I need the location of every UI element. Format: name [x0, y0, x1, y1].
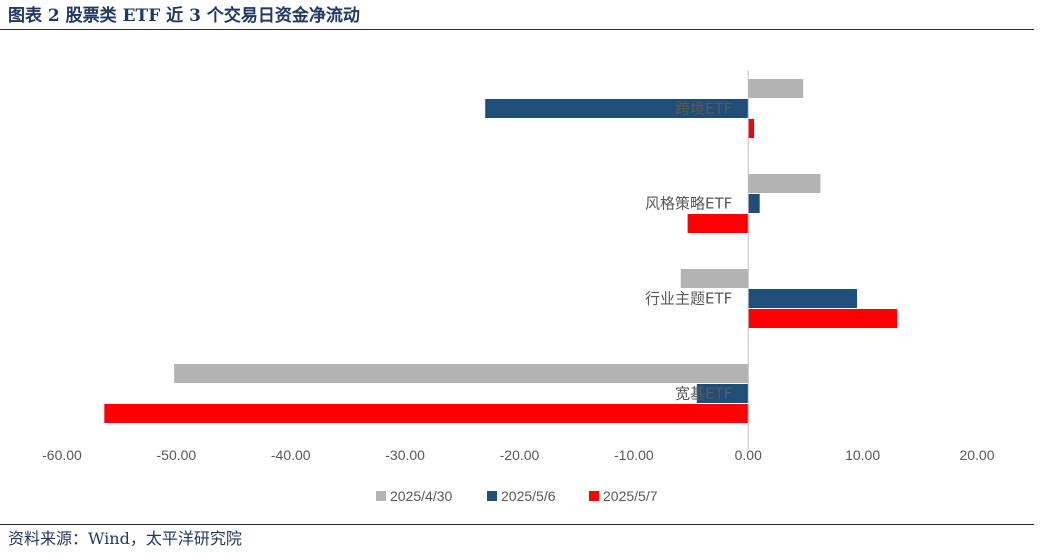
bar-4-3 — [104, 404, 749, 423]
bars-group — [104, 79, 897, 423]
category-label-4: 宽基ETF — [675, 385, 732, 403]
bar-2-1 — [748, 174, 821, 193]
x-tick-label: -60.00 — [42, 447, 82, 463]
x-tick-label: -30.00 — [385, 447, 425, 463]
legend-swatch-3 — [589, 491, 599, 501]
bar-1-3 — [748, 119, 754, 138]
bar-3-2 — [748, 289, 857, 308]
bar-3-3 — [748, 309, 897, 328]
chart-title: 图表 2 股票类 ETF 近 3 个交易日资金净流动 — [8, 6, 360, 26]
x-tick-label: -10.00 — [614, 447, 654, 463]
category-labels: 跨境ETF 风格策略ETF 行业主题ETF 宽基ETF — [645, 100, 732, 403]
category-label-2: 风格策略ETF — [645, 195, 732, 213]
source-note: 资料来源：Wind，太平洋研究院 — [8, 529, 242, 548]
bar-2-2 — [748, 194, 760, 213]
top-divider — [0, 29, 1034, 30]
bar-3-1 — [680, 269, 749, 288]
bar-2-3 — [687, 214, 749, 233]
legend-label-1: 2025/4/30 — [390, 488, 452, 504]
x-tick-label: -40.00 — [271, 447, 311, 463]
x-tick-label: 0.00 — [735, 447, 762, 463]
category-label-1: 跨境ETF — [675, 100, 732, 118]
bar-chart: 跨境ETF 风格策略ETF 行业主题ETF 宽基ETF -60.00 -50.00 -40… — [42, 70, 995, 504]
bar-1-2 — [485, 99, 749, 118]
legend: 2025/4/30 2025/5/6 2025/5/7 — [376, 488, 658, 504]
x-tick-labels: -60.00 -50.00 -40.00 -30.00 -20.00 -10.00 0.00… — [42, 447, 995, 463]
bar-1-1 — [748, 79, 804, 98]
x-tick-label: 20.00 — [959, 447, 994, 463]
bar-4-2 — [696, 384, 749, 403]
x-tick-label: 10.00 — [845, 447, 880, 463]
legend-swatch-2 — [487, 491, 497, 501]
x-tick-label: -50.00 — [157, 447, 197, 463]
bottom-divider — [0, 524, 1034, 525]
x-tick-label: -20.00 — [500, 447, 540, 463]
category-label-3: 行业主题ETF — [645, 290, 732, 308]
legend-label-3: 2025/5/7 — [603, 488, 658, 504]
legend-label-2: 2025/5/6 — [501, 488, 556, 504]
legend-swatch-1 — [376, 491, 386, 501]
bar-4-1 — [174, 364, 749, 383]
